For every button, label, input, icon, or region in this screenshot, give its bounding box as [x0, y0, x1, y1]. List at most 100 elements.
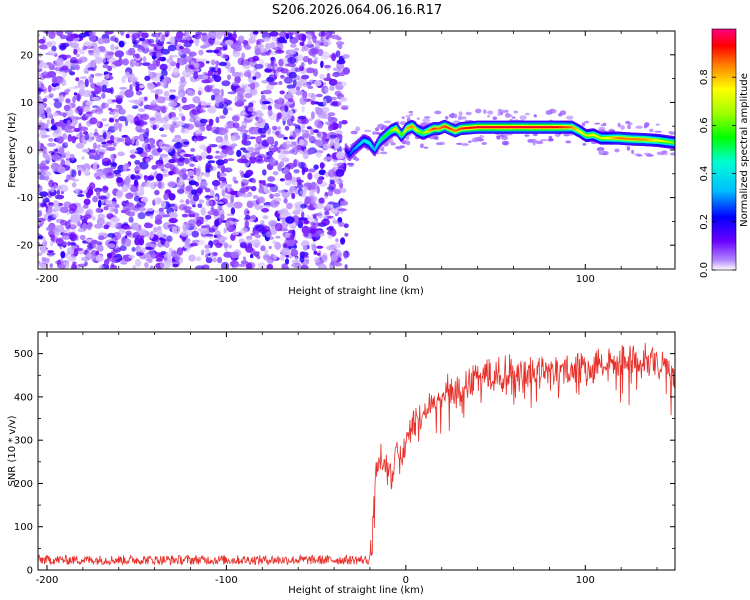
noise-blob: [89, 150, 98, 159]
noise-blob: [208, 66, 216, 71]
snr-x-label: Height of straight line (km): [288, 585, 424, 596]
track-cell: [485, 126, 488, 129]
noise-blob: [310, 48, 319, 55]
noise-blob: [152, 51, 157, 56]
noise-blob: [250, 82, 256, 91]
noise-blob: [258, 179, 264, 184]
noise-blob: [240, 260, 249, 265]
noise-blob: [131, 33, 141, 39]
noise-blob: [182, 69, 192, 78]
snr-y-label: SNR (10 * v/v): [7, 415, 18, 486]
noise-blob: [318, 263, 327, 269]
noise-blob: [283, 150, 291, 155]
noise-blob: [197, 203, 203, 209]
noise-blob: [124, 89, 134, 98]
track-cell: [623, 137, 626, 140]
track-cell: [579, 131, 582, 133]
track-cell: [672, 141, 675, 144]
noise-blob: [278, 97, 283, 104]
noise-blob: [266, 263, 274, 269]
track-cell: [388, 130, 391, 133]
halo-blob: [614, 148, 620, 153]
noise-blob: [168, 218, 178, 224]
track-cell: [504, 126, 507, 129]
noise-blob: [132, 99, 142, 105]
noise-blob: [170, 249, 178, 258]
track-cell: [606, 137, 609, 140]
noise-blob: [168, 111, 176, 119]
halo-blob: [584, 120, 590, 124]
noise-blob: [301, 123, 306, 129]
noise-blob: [89, 117, 98, 125]
noise-blob: [116, 177, 123, 184]
halo-blob: [646, 154, 654, 157]
track-cell: [460, 127, 463, 130]
noise-blob: [94, 73, 103, 77]
noise-blob: [73, 92, 78, 96]
noise-blob: [132, 265, 137, 269]
noise-blob: [325, 203, 332, 209]
track-cell: [440, 126, 443, 129]
track-cell: [599, 137, 602, 140]
noise-blob: [89, 60, 96, 68]
noise-blob: [189, 163, 195, 167]
noise-blob: [312, 34, 317, 43]
noise-blob: [279, 90, 286, 95]
noise-blob: [114, 50, 125, 58]
noise-blob: [51, 87, 57, 91]
noise-blob: [327, 115, 332, 122]
track-cell: [363, 139, 366, 142]
noise-blob: [45, 41, 53, 48]
noise-blob: [73, 127, 81, 133]
halo-blob: [444, 116, 449, 120]
noise-blob: [287, 57, 297, 64]
noise-blob: [109, 220, 118, 228]
track-cell: [425, 130, 428, 133]
halo-blob: [565, 140, 572, 144]
noise-blob: [322, 143, 331, 149]
noise-blob: [257, 44, 265, 48]
noise-blob: [255, 147, 261, 154]
track-cell: [564, 126, 567, 129]
noise-blob: [98, 195, 108, 200]
halo-blob: [481, 142, 488, 145]
noise-blob: [104, 259, 110, 266]
noise-blob: [327, 201, 336, 205]
noise-blob: [212, 257, 217, 263]
track-cell: [631, 138, 634, 141]
track-cell: [382, 136, 385, 139]
noise-blob: [183, 153, 192, 158]
noise-blob: [329, 96, 338, 101]
noise-blob: [61, 65, 69, 71]
noise-blob: [38, 183, 40, 189]
noise-blob: [118, 116, 128, 122]
noise-blob: [93, 161, 98, 166]
noise-blob: [279, 178, 285, 182]
halo-blob: [532, 141, 536, 146]
halo-blob: [600, 124, 607, 127]
noise-blob: [309, 79, 315, 85]
noise-blob: [38, 38, 46, 44]
track-cell: [530, 126, 533, 129]
noise-blob: [147, 63, 157, 71]
noise-blob: [77, 263, 87, 267]
noise-blob: [255, 155, 263, 163]
halo-blob: [511, 116, 516, 119]
noise-blob: [91, 96, 101, 101]
noise-blob: [129, 154, 136, 159]
noise-blob: [206, 124, 212, 132]
noise-blob: [275, 116, 280, 123]
noise-blob: [150, 43, 156, 47]
noise-blob: [143, 222, 154, 229]
noise-blob: [316, 252, 321, 256]
track-cell: [523, 126, 526, 129]
noise-blob: [277, 146, 281, 153]
noise-blob: [114, 208, 119, 215]
noise-blob: [169, 36, 176, 45]
noise-blob: [320, 60, 324, 69]
noise-blob: [239, 242, 247, 249]
noise-blob: [335, 50, 341, 58]
noise-blob: [172, 67, 179, 76]
track-cell: [509, 126, 512, 129]
noise-blob: [94, 56, 104, 64]
